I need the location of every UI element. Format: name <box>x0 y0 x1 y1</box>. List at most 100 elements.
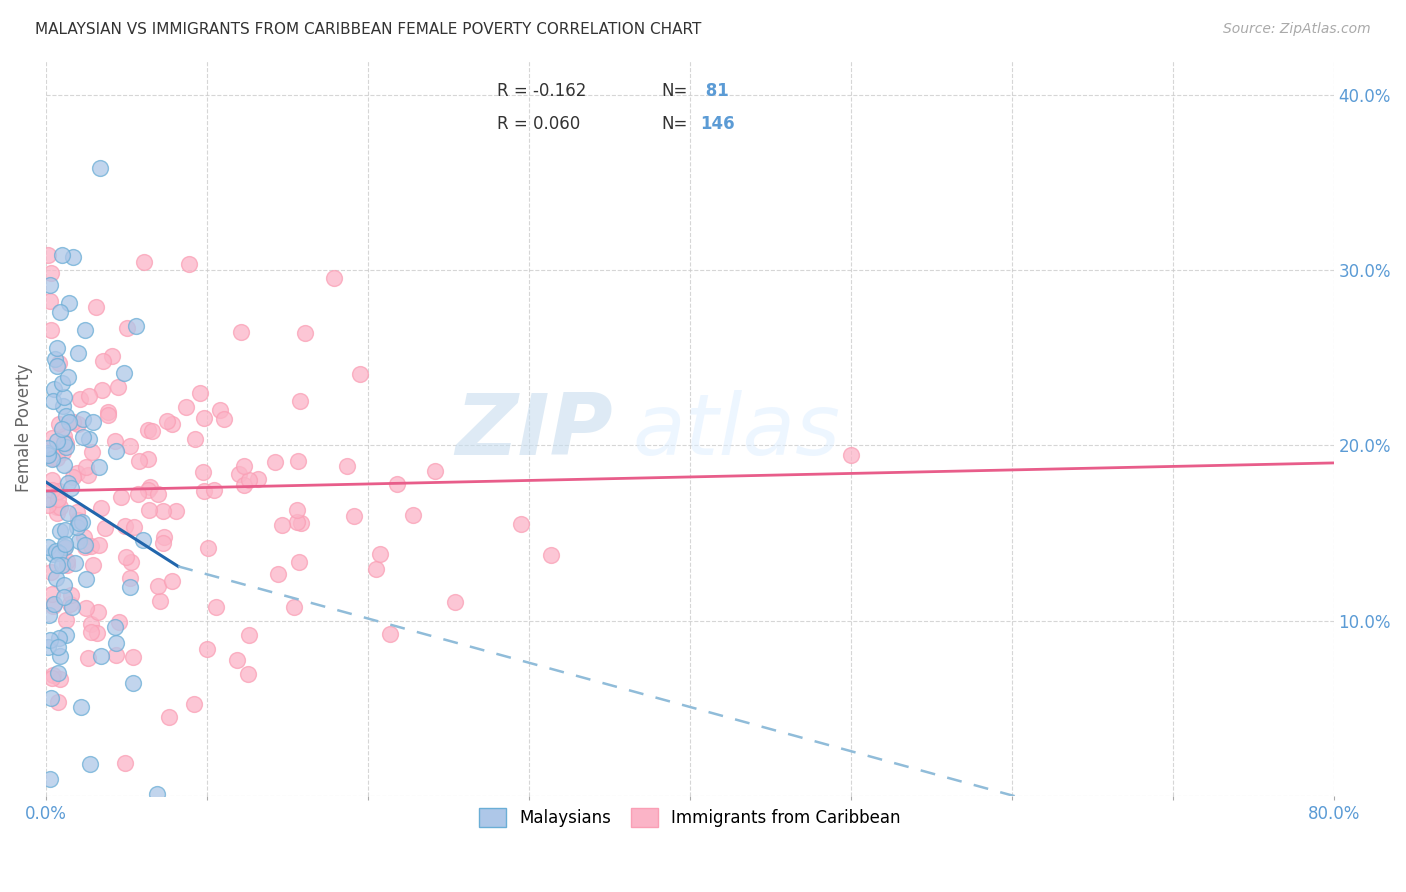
Point <box>184 432 207 446</box>
Point <box>45 341 67 355</box>
Point <box>183 697 205 711</box>
Point <box>107 379 129 393</box>
Point <box>122 675 145 690</box>
Point <box>104 620 127 634</box>
Point <box>87 605 110 619</box>
Point <box>226 653 249 667</box>
Point <box>41 452 63 467</box>
Point <box>62 251 84 265</box>
Point <box>69 392 91 406</box>
Point <box>132 533 155 548</box>
Point <box>290 393 312 408</box>
Point <box>141 424 163 438</box>
Point <box>145 788 167 802</box>
Point <box>82 558 104 572</box>
Point <box>41 473 63 487</box>
Point <box>41 671 63 685</box>
Point <box>82 415 104 429</box>
Point <box>45 571 67 585</box>
Point <box>108 615 131 630</box>
Point <box>246 472 269 486</box>
Point <box>162 574 184 588</box>
Point <box>66 519 89 533</box>
Point <box>52 435 75 450</box>
Point <box>39 323 62 337</box>
Point <box>66 466 89 480</box>
Point <box>38 608 60 623</box>
Point <box>51 248 73 262</box>
Point <box>267 566 290 581</box>
Point <box>42 597 65 611</box>
Point <box>114 756 136 771</box>
Point <box>368 547 391 561</box>
Point <box>49 672 72 686</box>
Point <box>37 640 59 654</box>
Point <box>290 516 312 530</box>
Point <box>120 555 142 569</box>
Point <box>37 446 59 460</box>
Point <box>104 434 127 448</box>
Point <box>48 417 70 431</box>
Point <box>155 414 177 428</box>
Point <box>55 409 77 423</box>
Point <box>41 431 63 445</box>
Point <box>77 432 100 446</box>
Point <box>48 524 70 538</box>
Point <box>60 600 83 615</box>
Point <box>79 757 101 772</box>
Point <box>84 300 107 314</box>
Point <box>86 625 108 640</box>
Point <box>42 599 65 613</box>
Point <box>51 422 73 436</box>
Point <box>128 453 150 467</box>
Point <box>114 518 136 533</box>
Point <box>152 536 174 550</box>
Point <box>238 628 260 642</box>
Point <box>44 352 66 367</box>
Point <box>55 558 77 573</box>
Point <box>48 484 70 499</box>
Point <box>37 498 59 512</box>
Point <box>48 356 70 370</box>
Point <box>55 628 77 642</box>
Point <box>58 296 80 310</box>
Point <box>149 593 172 607</box>
Point <box>349 368 371 382</box>
Point <box>402 508 425 522</box>
Point <box>122 650 145 665</box>
Point <box>51 445 73 459</box>
Point <box>197 642 219 657</box>
Point <box>90 648 112 663</box>
Point <box>46 492 69 507</box>
Point <box>364 562 387 576</box>
Point <box>160 417 183 431</box>
Text: R = -0.162: R = -0.162 <box>496 81 586 100</box>
Point <box>42 667 65 681</box>
Point <box>39 633 62 648</box>
Point <box>193 410 215 425</box>
Point <box>336 459 359 474</box>
Point <box>42 451 65 466</box>
Point <box>53 390 76 404</box>
Point <box>58 415 80 429</box>
Point <box>425 464 447 478</box>
Point <box>53 429 76 443</box>
Point <box>46 434 69 448</box>
Point <box>204 599 226 614</box>
Point <box>48 666 70 681</box>
Point <box>69 700 91 714</box>
Point <box>59 588 82 602</box>
Point <box>37 540 59 554</box>
Point <box>97 408 120 422</box>
Point <box>55 613 77 627</box>
Point <box>55 440 77 454</box>
Point <box>59 597 82 611</box>
Point <box>48 546 70 560</box>
Point <box>118 439 141 453</box>
Point <box>72 412 94 426</box>
Text: MALAYSIAN VS IMMIGRANTS FROM CARIBBEAN FEMALE POVERTY CORRELATION CHART: MALAYSIAN VS IMMIGRANTS FROM CARIBBEAN F… <box>35 22 702 37</box>
Point <box>56 370 79 384</box>
Point <box>157 710 180 724</box>
Point <box>46 507 69 521</box>
Point <box>56 476 79 491</box>
